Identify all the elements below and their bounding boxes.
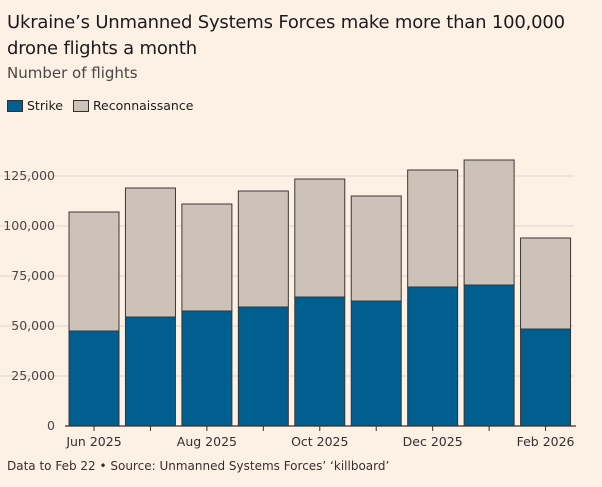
bar-reconnaissance <box>463 159 515 286</box>
y-tick-label: 50,000 <box>11 318 55 333</box>
y-tick-label: 75,000 <box>11 268 55 283</box>
bar-reconnaissance <box>124 187 176 318</box>
source-note: Data to Feb 22 • Source: Unmanned System… <box>7 459 390 473</box>
x-tick-label: Jun 2025 <box>65 434 121 449</box>
bar-strike <box>237 306 289 427</box>
x-tick-label: Feb 2026 <box>517 434 575 449</box>
chart-title: Ukraine’s Unmanned Systems Forces make m… <box>7 12 565 59</box>
legend-label-strike: Strike <box>27 98 63 113</box>
bar-strike <box>124 316 176 427</box>
x-tick-label: Dec 2025 <box>403 434 463 449</box>
y-tick-label: 125,000 <box>3 168 55 183</box>
x-tick-label: Oct 2025 <box>291 434 348 449</box>
legend: Strike Reconnaissance <box>7 98 203 113</box>
bar-strike <box>350 300 402 427</box>
bar-strike <box>181 310 233 427</box>
legend-item-reconnaissance: Reconnaissance <box>72 98 194 113</box>
bar-reconnaissance <box>68 211 120 332</box>
legend-swatch-strike <box>7 99 23 112</box>
bar-strike <box>463 284 515 427</box>
bar-strike <box>294 296 346 427</box>
bar-reconnaissance <box>407 169 459 288</box>
bar-reconnaissance <box>294 178 346 298</box>
legend-item-strike: Strike <box>7 98 63 113</box>
x-tick-label: Aug 2025 <box>177 434 237 449</box>
bar-reconnaissance <box>181 203 233 312</box>
bar-strike <box>520 328 572 427</box>
bar-reconnaissance <box>520 237 572 330</box>
bar-reconnaissance <box>350 195 402 302</box>
legend-label-reconnaissance: Reconnaissance <box>92 98 194 113</box>
y-tick-label: 25,000 <box>11 368 55 383</box>
chart-subtitle: Number of flights <box>7 64 138 82</box>
y-tick-label: 0 <box>47 418 55 433</box>
bar-strike <box>68 330 120 427</box>
y-tick-label: 100,000 <box>3 218 55 233</box>
bar-reconnaissance <box>237 190 289 308</box>
bar-strike <box>407 286 459 427</box>
legend-swatch-reconnaissance <box>72 99 89 112</box>
